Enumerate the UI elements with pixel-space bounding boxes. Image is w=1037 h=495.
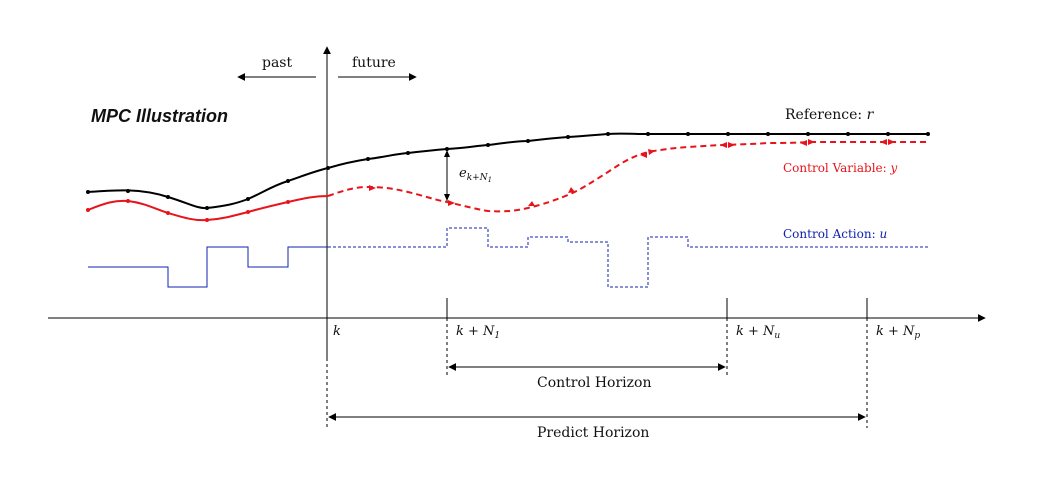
error-label: ek+N1 [459, 166, 492, 184]
tick-label-np: k + Np [876, 324, 920, 341]
control-variable-prediction-arrows [369, 139, 895, 206]
error-arrow-bottom [444, 194, 450, 201]
legend-reference: Reference: r [785, 107, 875, 123]
control-horizon-label: Control Horizon [537, 375, 651, 391]
past-label: past [262, 55, 292, 71]
predict-horizon-label: Predict Horizon [537, 425, 649, 441]
legend-control-action: Control Action: u [783, 227, 887, 241]
future-label: future [352, 55, 396, 71]
error-arrow-top [444, 150, 450, 157]
tick-label-k: k [333, 324, 341, 339]
tick-label-nu: k + Nu [736, 324, 780, 341]
legend-control-variable: Control Variable: y [783, 161, 898, 175]
control-action-future [328, 227, 928, 288]
tick-label-n1: k + N1 [456, 324, 500, 341]
diagram-title: MPC Illustration [91, 106, 228, 126]
control-variable-past-markers [86, 199, 290, 222]
reference-markers [86, 132, 930, 210]
control-action-past [88, 246, 328, 288]
